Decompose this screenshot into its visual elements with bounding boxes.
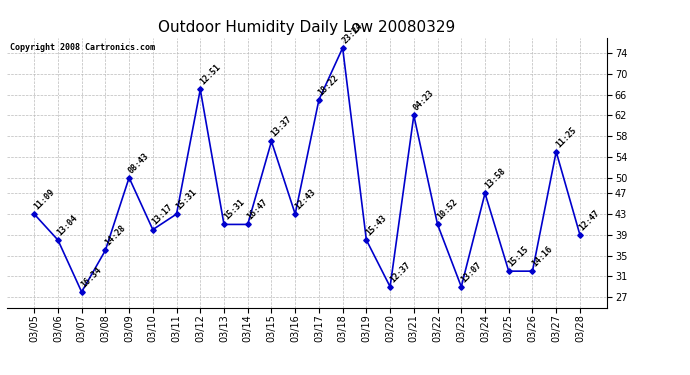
Text: 14:28: 14:28 [104, 224, 127, 248]
Text: 12:37: 12:37 [388, 260, 412, 284]
Text: 12:43: 12:43 [293, 187, 317, 211]
Text: 12:47: 12:47 [578, 208, 602, 232]
Text: 10:52: 10:52 [435, 198, 460, 222]
Text: 15:31: 15:31 [221, 198, 246, 222]
Title: Outdoor Humidity Daily Low 20080329: Outdoor Humidity Daily Low 20080329 [159, 20, 455, 35]
Text: 13:37: 13:37 [269, 114, 293, 139]
Text: 12:51: 12:51 [198, 63, 222, 87]
Text: 18:22: 18:22 [317, 73, 341, 97]
Text: 13:07: 13:07 [459, 260, 483, 284]
Text: 08:43: 08:43 [127, 151, 151, 175]
Text: 11:09: 11:09 [32, 187, 56, 211]
Text: 04:23: 04:23 [412, 88, 435, 112]
Text: 23:24: 23:24 [340, 21, 364, 45]
Text: 14:16: 14:16 [530, 244, 554, 268]
Text: 13:04: 13:04 [56, 213, 80, 237]
Text: 13:58: 13:58 [483, 166, 507, 190]
Text: 15:31: 15:31 [175, 187, 199, 211]
Text: Copyright 2008 Cartronics.com: Copyright 2008 Cartronics.com [10, 43, 155, 52]
Text: 15:15: 15:15 [506, 244, 531, 268]
Text: 11:25: 11:25 [554, 125, 578, 149]
Text: 16:34: 16:34 [79, 265, 104, 289]
Text: 15:43: 15:43 [364, 213, 388, 237]
Text: 16:47: 16:47 [246, 198, 270, 222]
Text: 13:17: 13:17 [150, 203, 175, 227]
